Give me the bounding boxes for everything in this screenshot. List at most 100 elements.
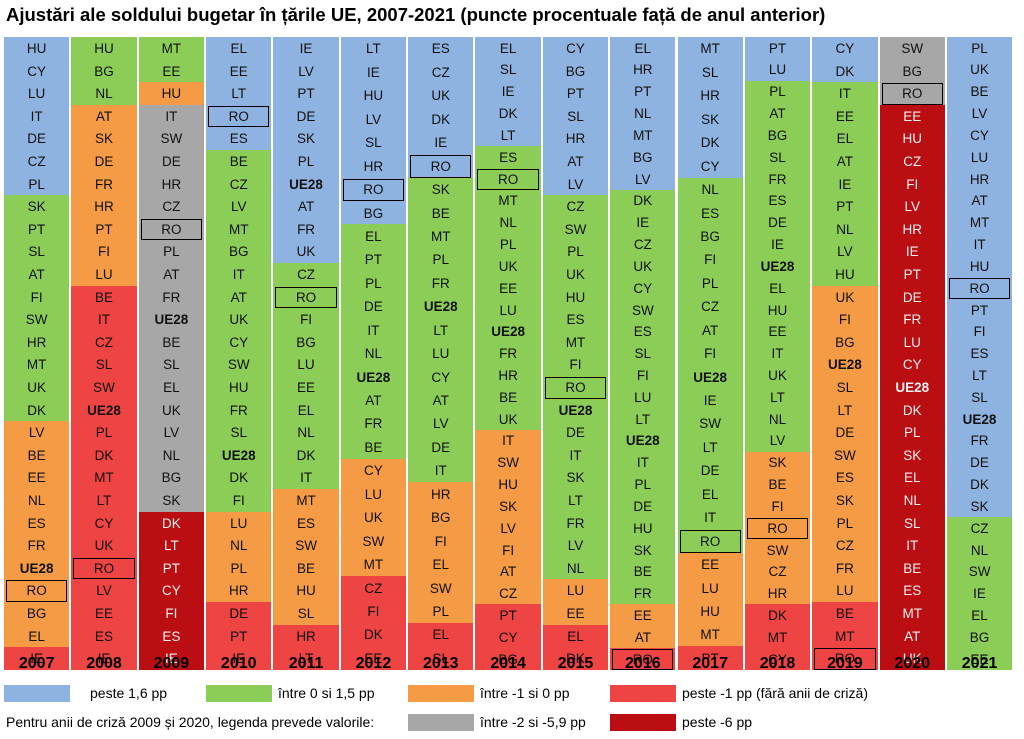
cell-2020-PT: PT xyxy=(879,263,945,287)
cell-2021-UK: UK xyxy=(946,58,1013,82)
cell-2021-UE28: UE28 xyxy=(946,407,1013,431)
cell-2011-NL: NL xyxy=(273,421,339,445)
cell-2020-AT: AT xyxy=(879,624,945,648)
cell-2020-LU: LU xyxy=(879,330,945,354)
cell-2016-FI: FI xyxy=(610,364,676,387)
cell-2012-LV: LV xyxy=(340,107,407,132)
cell-2013-BG: BG xyxy=(408,505,474,530)
cell-2016-ES: ES xyxy=(610,320,676,343)
cell-2013-AT: AT xyxy=(408,388,474,413)
cell-2009-AT: AT xyxy=(138,263,205,287)
cell-2021-LT: LT xyxy=(946,364,1013,387)
cell-2013-SK: SK xyxy=(408,177,474,202)
cell-2015-NL: NL xyxy=(542,556,609,580)
cell-2012-SL: SL xyxy=(340,130,407,155)
cell-2020-RO: RO xyxy=(879,82,945,106)
cell-2016-IE: IE xyxy=(610,211,676,234)
cell-2010-UK: UK xyxy=(206,308,272,332)
cell-2017-LT: LT xyxy=(677,435,743,460)
cell-2017-LU: LU xyxy=(677,576,743,600)
cell-2013-EL: EL xyxy=(408,622,474,647)
cell-2019-MT: MT xyxy=(812,624,878,648)
cell-2017-MT: MT xyxy=(677,622,743,647)
cell-2011-IT: IT xyxy=(273,466,339,490)
cell-2020-BE: BE xyxy=(879,556,945,580)
cell-2007-AT: AT xyxy=(4,263,70,287)
cell-2018-NL: NL xyxy=(744,407,811,431)
cell-2017-ES: ES xyxy=(677,201,743,225)
year-label-2009: 2009 xyxy=(153,655,190,672)
legend-swatch-green xyxy=(206,685,272,702)
cell-2009-RO: RO xyxy=(138,217,205,241)
cell-2016-PT: PT xyxy=(610,80,676,103)
cell-2010-CZ: CZ xyxy=(206,172,272,196)
cell-2020-ES: ES xyxy=(879,579,945,603)
cell-2011-EE: EE xyxy=(273,376,339,400)
cell-2007-SL: SL xyxy=(4,240,70,264)
cell-2012-BG: BG xyxy=(340,201,407,225)
year-label-2010: 2010 xyxy=(220,655,257,672)
cell-2010-HR: HR xyxy=(206,579,272,603)
cell-2018-BG: BG xyxy=(744,124,811,147)
cell-2020-MT: MT xyxy=(879,602,945,626)
cell-2008-DE: DE xyxy=(71,150,137,174)
year-label-2020: 2020 xyxy=(894,655,931,672)
cell-2020-SL: SL xyxy=(879,511,945,535)
cell-2016-HU: HU xyxy=(610,517,676,540)
cell-2019-LV: LV xyxy=(812,240,878,264)
cell-2021-EE: EE xyxy=(946,647,1013,671)
cell-2019-SW: SW xyxy=(812,443,878,467)
legend-label-orange: între -1 si 0 pp xyxy=(480,685,570,701)
cell-2020-DE: DE xyxy=(879,285,945,309)
cell-2016-DE: DE xyxy=(610,495,676,518)
cell-2020-NL: NL xyxy=(879,489,945,513)
cell-2012-IT: IT xyxy=(340,318,407,343)
cell-2007-CZ: CZ xyxy=(4,150,70,174)
cell-2012-HU: HU xyxy=(340,83,407,108)
cell-2008-CZ: CZ xyxy=(71,330,137,354)
cell-2009-EL: EL xyxy=(138,376,205,400)
cell-2018-IE: IE xyxy=(744,233,811,256)
cell-2014-MT: MT xyxy=(475,189,541,213)
cell-2018-SL: SL xyxy=(744,146,811,169)
cell-2018-UE28: UE28 xyxy=(744,255,811,278)
cell-2013-RO: RO xyxy=(408,154,474,179)
cell-2017-SL: SL xyxy=(677,60,743,85)
cell-2021-LU: LU xyxy=(946,146,1013,169)
year-label-2014: 2014 xyxy=(490,655,526,672)
cell-2011-SL: SL xyxy=(273,602,339,626)
cell-2008-UK: UK xyxy=(71,534,137,558)
cell-2007-FI: FI xyxy=(4,285,70,309)
cell-2008-SK: SK xyxy=(71,127,137,151)
cell-2007-HU: HU xyxy=(4,37,70,61)
cell-2008-FR: FR xyxy=(71,172,137,196)
cell-2020-FI: FI xyxy=(879,172,945,196)
cell-2021-DK: DK xyxy=(946,473,1013,496)
cell-2018-CZ: CZ xyxy=(744,560,811,583)
cell-2013-SW: SW xyxy=(408,576,474,600)
cell-2011-UE28: UE28 xyxy=(273,172,339,196)
cell-2012-EE: EE xyxy=(340,646,407,671)
cell-2015-SL: SL xyxy=(542,104,609,128)
cell-2015-SW: SW xyxy=(542,217,609,241)
cell-2016-HR: HR xyxy=(610,58,676,82)
cell-2017-AT: AT xyxy=(677,318,743,343)
cell-2009-IE: IE xyxy=(138,647,205,671)
cell-2013-SL: SL xyxy=(408,646,474,671)
cell-2019-CZ: CZ xyxy=(812,534,878,558)
cell-2019-BG: BG xyxy=(812,330,878,354)
cell-2017-MT: MT xyxy=(677,37,743,61)
cell-2016-SK: SK xyxy=(610,538,676,562)
cell-2015-CY: CY xyxy=(542,37,609,61)
cell-2011-AT: AT xyxy=(273,195,339,219)
cell-2008-MT: MT xyxy=(71,466,137,490)
year-label-2007: 2007 xyxy=(18,655,55,672)
cell-2011-LU: LU xyxy=(273,353,339,377)
year-label-2017: 2017 xyxy=(692,655,728,672)
cell-2008-HR: HR xyxy=(71,195,137,219)
cell-2007-IT: IT xyxy=(4,104,70,128)
cell-2010-DE: DE xyxy=(206,602,272,626)
cell-2009-FR: FR xyxy=(138,285,205,309)
cell-2015-HR: HR xyxy=(542,127,609,151)
cell-2014-FR: FR xyxy=(475,342,541,365)
